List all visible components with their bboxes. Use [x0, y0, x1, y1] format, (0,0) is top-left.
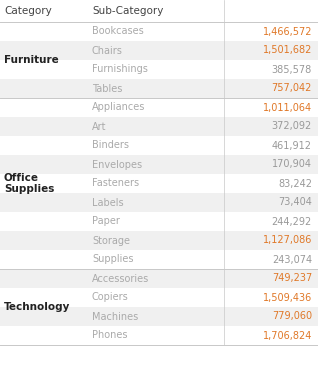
- Text: Fasteners: Fasteners: [92, 179, 139, 188]
- Text: Machines: Machines: [92, 312, 138, 321]
- Text: 1,011,064: 1,011,064: [263, 103, 312, 112]
- Text: Phones: Phones: [92, 331, 128, 340]
- Text: 83,242: 83,242: [278, 179, 312, 188]
- Bar: [0, 155, 318, 174]
- Bar: [0, 79, 318, 98]
- Text: Copiers: Copiers: [92, 293, 129, 302]
- Text: 1,127,086: 1,127,086: [263, 236, 312, 245]
- Text: 170,904: 170,904: [272, 160, 312, 169]
- Bar: [0, 269, 318, 288]
- Text: Paper: Paper: [92, 217, 120, 226]
- Text: Tables: Tables: [92, 84, 122, 93]
- Text: 1,501,682: 1,501,682: [263, 46, 312, 55]
- Bar: [0, 98, 318, 117]
- Text: 757,042: 757,042: [272, 84, 312, 93]
- Text: 461,912: 461,912: [272, 141, 312, 150]
- Bar: [0, 117, 318, 136]
- Text: Appliances: Appliances: [92, 103, 145, 112]
- Bar: [0, 0, 318, 22]
- Text: Accessories: Accessories: [92, 274, 149, 283]
- Bar: [0, 212, 318, 231]
- Text: Office
Supplies: Office Supplies: [4, 173, 54, 194]
- Bar: [0, 288, 318, 307]
- Text: 372,092: 372,092: [272, 122, 312, 131]
- Bar: [0, 193, 318, 212]
- Text: Furnishings: Furnishings: [92, 65, 148, 74]
- Bar: [0, 60, 318, 79]
- Text: 779,060: 779,060: [272, 312, 312, 321]
- Text: Technology: Technology: [4, 302, 70, 312]
- Bar: [0, 307, 318, 326]
- Text: Envelopes: Envelopes: [92, 160, 142, 169]
- Text: 385,578: 385,578: [272, 65, 312, 74]
- Text: Art: Art: [92, 122, 107, 131]
- Text: Labels: Labels: [92, 198, 124, 207]
- Text: Sub-Category: Sub-Category: [92, 6, 163, 16]
- Text: Bookcases: Bookcases: [92, 27, 144, 36]
- Text: Storage: Storage: [92, 236, 130, 245]
- Bar: [0, 22, 318, 41]
- Text: 749,237: 749,237: [272, 274, 312, 283]
- Text: Supplies: Supplies: [92, 255, 134, 264]
- Text: Furniture: Furniture: [4, 55, 59, 65]
- Text: Category: Category: [4, 6, 52, 16]
- Bar: [0, 250, 318, 269]
- Bar: [0, 231, 318, 250]
- Text: Binders: Binders: [92, 141, 129, 150]
- Text: 73,404: 73,404: [278, 198, 312, 207]
- Bar: [0, 41, 318, 60]
- Text: 1,706,824: 1,706,824: [263, 331, 312, 340]
- Text: 243,074: 243,074: [272, 255, 312, 264]
- Text: 244,292: 244,292: [272, 217, 312, 226]
- Text: 1,466,572: 1,466,572: [262, 27, 312, 36]
- Text: Chairs: Chairs: [92, 46, 123, 55]
- Text: 1,509,436: 1,509,436: [263, 293, 312, 302]
- Bar: [0, 174, 318, 193]
- Bar: [0, 136, 318, 155]
- Bar: [0, 326, 318, 345]
